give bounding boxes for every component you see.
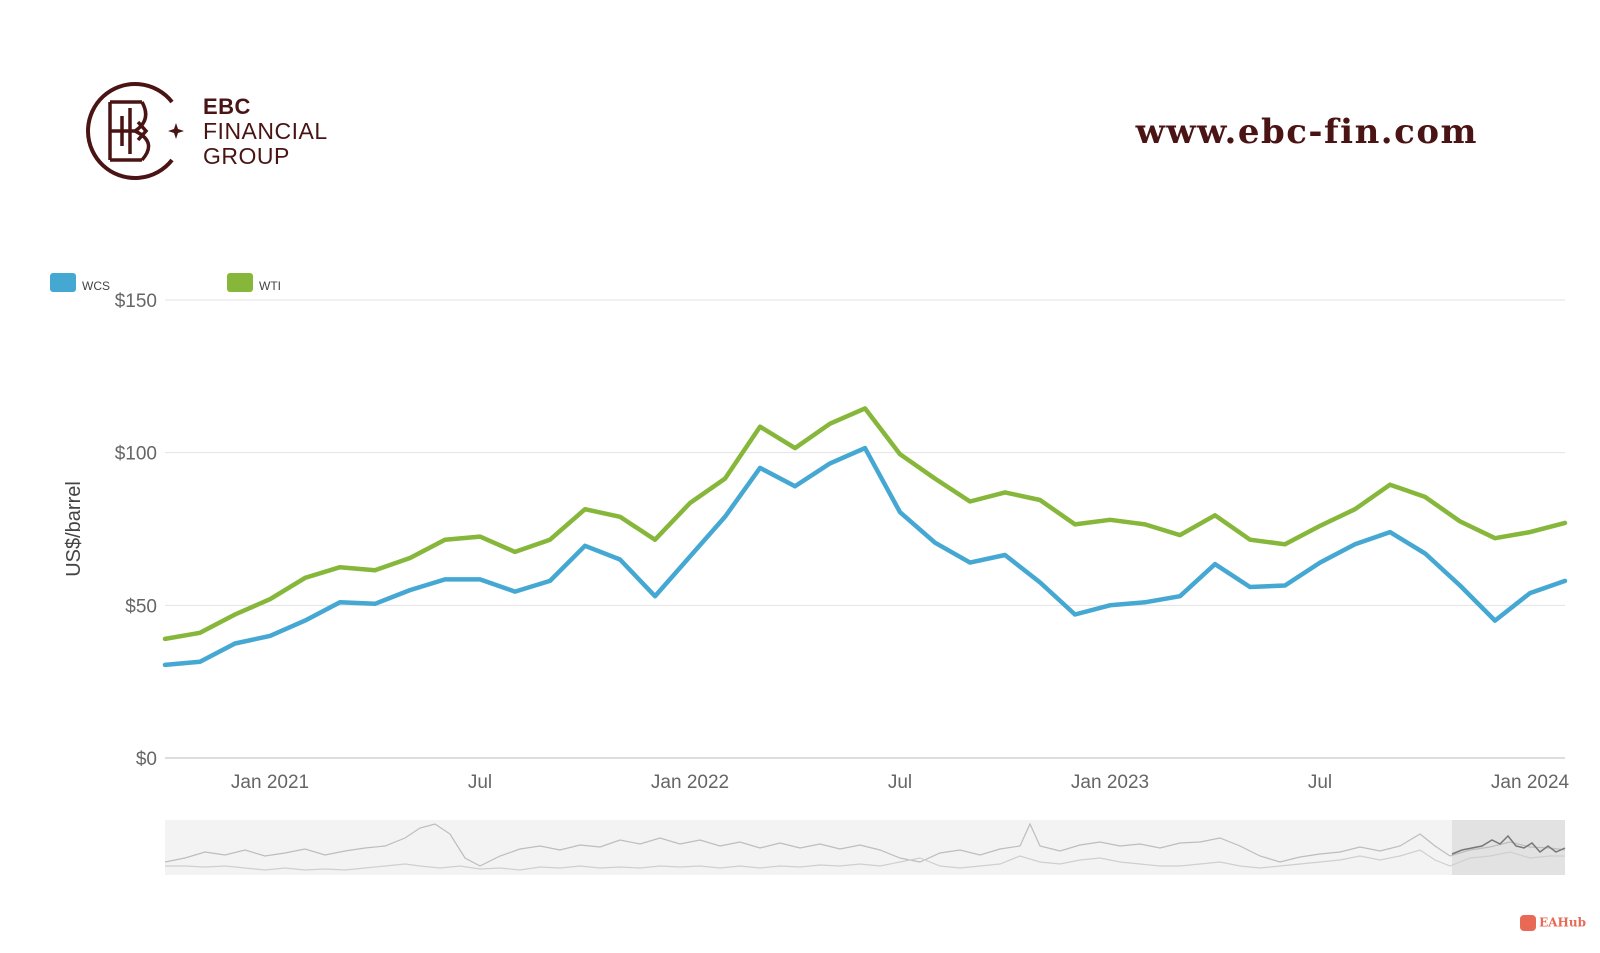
- y-tick-label: $0: [136, 749, 157, 770]
- y-tick-label: $100: [115, 444, 157, 465]
- y-axis-title: US$/barrel: [63, 481, 85, 577]
- x-axis-ticks: Jan 2021 Jul Jan 2022 Jul Jan 2023 Jul Jan 202…: [231, 772, 1570, 793]
- legend-swatch: [50, 273, 76, 292]
- ebc-logo-icon: [86, 82, 184, 180]
- brand-line-3: GROUP: [203, 143, 290, 169]
- brand-line-1: EBC: [203, 94, 251, 119]
- navigator-history-line-2: [165, 849, 1565, 871]
- navigator-history-line-1: [164, 822, 1566, 867]
- x-tick-label: Jul: [468, 772, 492, 793]
- y-tick-label: $50: [125, 596, 157, 617]
- y-axis-ticks: $0 $50 $100 $150: [115, 291, 157, 770]
- x-tick-label: Jan 2022: [651, 772, 729, 793]
- series-lines: [162, 406, 1568, 668]
- x-tick-label: Jan 2021: [231, 772, 309, 793]
- legend-swatch: [227, 273, 253, 292]
- brand-name: EBC FINANCIAL GROUP: [203, 94, 328, 169]
- x-tick-label: Jan 2023: [1071, 772, 1149, 793]
- x-tick-label: Jul: [1308, 772, 1332, 793]
- legend-item-wti[interactable]: WTI: [227, 273, 281, 293]
- legend-label: WCS: [82, 279, 110, 293]
- navigator-selected-line: [1451, 834, 1566, 855]
- navigator-background: [165, 820, 1565, 875]
- eahub-logo-icon: [1520, 915, 1537, 931]
- watermark-text: EAHub: [1539, 915, 1586, 930]
- grid-lines: [165, 299, 1565, 759]
- y-tick-label: $150: [115, 291, 157, 312]
- legend-item-wcs[interactable]: WCS: [50, 273, 110, 293]
- legend[interactable]: WCS WTI: [50, 273, 281, 293]
- legend-label: WTI: [259, 279, 281, 293]
- x-tick-label: Jul: [888, 772, 912, 793]
- brand-line-2: FINANCIAL: [203, 118, 328, 144]
- x-tick-label: Jan 2024: [1491, 772, 1570, 793]
- series-line-wti: [162, 406, 1568, 642]
- eahub-watermark: EAHub: [1520, 915, 1586, 931]
- range-navigator[interactable]: [164, 820, 1566, 875]
- series-line-wcs: [162, 445, 1568, 668]
- ebc-brand: EBC FINANCIAL GROUP: [80, 80, 380, 190]
- website-url: www.ebc-fin.com: [1135, 112, 1478, 152]
